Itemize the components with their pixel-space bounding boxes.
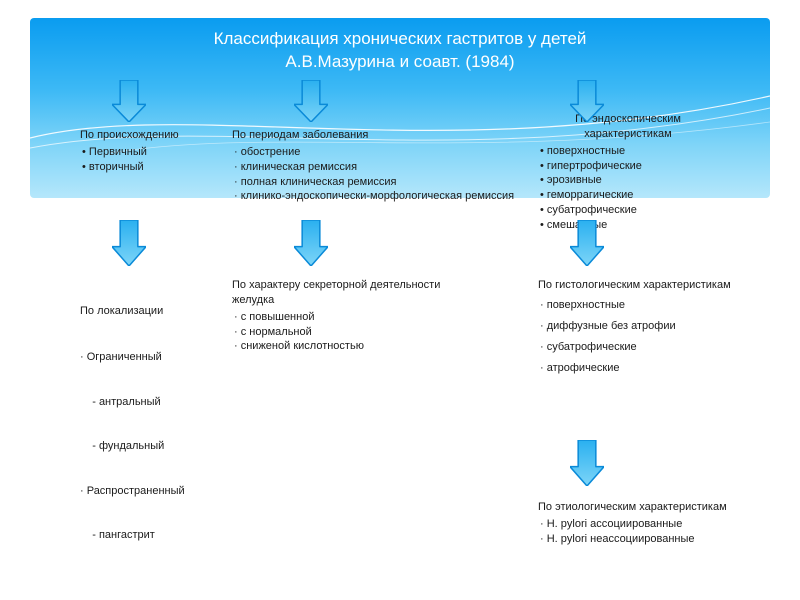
list-item: H. pylori неассоциированные (540, 532, 788, 547)
list-item: сниженой кислотностью (234, 339, 452, 354)
section-histologic-heading: По гистологическим характеристикам (538, 278, 788, 293)
list-item: - фундальный (80, 439, 260, 454)
down-arrow-icon (570, 220, 604, 266)
list-item: полная клиническая ремиссия (234, 175, 522, 190)
section-origin: По происхождению Первичный вторичный (80, 128, 230, 175)
section-etiologic-heading: По этиологическим характеристикам (538, 500, 788, 515)
list-item: Первичный (82, 145, 230, 160)
title-line-1: Классификация хронических гастритов у де… (214, 29, 587, 48)
down-arrow-icon (112, 80, 146, 122)
list-item: - антральный (80, 395, 260, 410)
section-endoscopic: По эндоскопическим характеристикам повер… (538, 112, 748, 233)
section-periods-heading: По периодам заболевания (232, 128, 522, 143)
list-item: эрозивные (540, 173, 748, 188)
section-histologic-list: поверхностные диффузные без атрофии суба… (538, 295, 788, 379)
section-origin-list: Первичный вторичный (80, 145, 230, 175)
list-item: обострение (234, 145, 522, 160)
list-item: геморрагические (540, 188, 748, 203)
list-item: гипертрофические (540, 159, 748, 174)
list-item: - пангастрит (80, 528, 260, 543)
down-arrow-icon (294, 80, 328, 122)
list-item: с повышенной (234, 310, 452, 325)
section-secretory-list: с повышенной с нормальной сниженой кисло… (232, 310, 452, 355)
list-item: субатрофические (540, 203, 748, 218)
list-item: атрофические (540, 358, 788, 379)
down-arrow-icon (570, 80, 604, 122)
section-endoscopic-heading: По эндоскопическим характеристикам (538, 112, 718, 142)
down-arrow-icon (112, 220, 146, 266)
title-line-2: А.В.Мазурина и соавт. (1984) (285, 52, 514, 71)
list-item: клиническая ремиссия (234, 160, 522, 175)
list-item: поверхностные (540, 144, 748, 159)
section-periods: По периодам заболевания обострение клини… (232, 128, 522, 204)
down-arrow-icon (294, 220, 328, 266)
section-etiologic-list: H. pylori ассоциированные H. pylori неас… (538, 517, 788, 547)
list-item: вторичный (82, 160, 230, 175)
list-item: субатрофические (540, 337, 788, 358)
list-item: поверхностные (540, 295, 788, 316)
list-item: с нормальной (234, 325, 452, 340)
section-etiologic: По этиологическим характеристикам H. pyl… (538, 500, 788, 547)
section-origin-heading: По происхождению (80, 128, 230, 143)
list-item: H. pylori ассоциированные (540, 517, 788, 532)
section-periods-list: обострение клиническая ремиссия полная к… (232, 145, 522, 204)
down-arrow-icon (570, 440, 604, 486)
section-secretory: По характеру секреторной деятельности же… (232, 278, 452, 354)
list-item: · Распространенный (80, 484, 260, 499)
list-item: диффузные без атрофии (540, 316, 788, 337)
section-histologic: По гистологическим характеристикам повер… (538, 278, 788, 378)
list-item: клинико-эндоскопически-морфологическая р… (234, 189, 522, 204)
page-title: Классификация хронических гастритов у де… (30, 28, 770, 74)
section-secretory-heading: По характеру секреторной деятельности же… (232, 278, 452, 308)
